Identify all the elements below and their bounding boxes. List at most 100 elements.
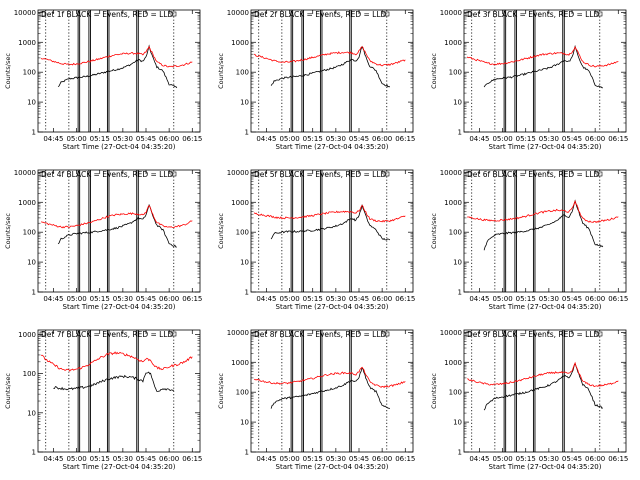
y-tick-label: 1 [32,129,36,137]
chart-panel-4: Det 4f BLACK = Events, RED = LLD11010010… [4,169,202,311]
chart-panel-3: Det 3f BLACK = Events, RED = LLD11010010… [430,9,628,151]
corner-box-left [465,171,472,177]
y-tick-label: 10000 [227,329,249,337]
x-tick-label: 06:15 [608,135,628,143]
corner-box-left [465,331,472,337]
chart-panel-1: Det 1f BLACK = Events, RED = LLD11010010… [4,9,202,151]
x-tick-label: 06:00 [159,455,179,463]
x-tick-label: 06:00 [372,135,392,143]
corner-box-right [596,11,603,17]
events-series-line [57,203,177,248]
corner-box-left [252,11,259,17]
x-tick-label: 05:15 [516,455,536,463]
y-tick-label: 1000 [18,199,36,207]
lld-series-line [253,366,406,389]
y-tick-label: 1 [458,129,462,137]
y-tick-label: 10 [240,259,249,267]
x-tick-label: 05:30 [113,295,133,303]
plot-frame [463,329,627,453]
y-tick-label: 10 [453,99,462,107]
y-tick-label: 100 [449,69,462,77]
y-tick-label: 1000 [231,359,249,367]
plot-frame [463,169,627,293]
corner-box-right [596,331,603,337]
y-tick-label: 1000 [231,199,249,207]
x-tick-label: 06:15 [608,295,628,303]
lld-series-line [467,361,619,387]
x-tick-label: 04:45 [256,455,276,463]
y-tick-label: 10 [453,419,462,427]
y-tick-label: 10 [27,259,36,267]
chart-panel-5: Det 5f BLACK = Events, RED = LLD11010010… [217,169,415,311]
x-tick-label: 05:15 [303,295,323,303]
x-tick-label: 06:15 [395,455,415,463]
x-tick-label: 05:00 [279,295,299,303]
x-tick-label: 04:45 [256,295,276,303]
corner-box-left [252,171,259,177]
x-tick-label: 05:15 [90,295,110,303]
events-series-line [53,371,174,392]
plot-frame [250,329,414,453]
x-tick-label: 06:15 [395,295,415,303]
y-tick-label: 10000 [14,9,36,17]
y-axis-label: Counts/sec [4,213,12,249]
corner-box-right [383,11,390,17]
x-tick-label: 06:00 [372,455,392,463]
corner-box-right [596,171,603,177]
corner-box-right [383,171,390,177]
corner-box-right [170,331,177,337]
x-axis-label: Start Time (27-Oct-04 04:35:20) [276,143,389,151]
y-axis-label: Counts/sec [217,53,225,89]
x-tick-label: 04:45 [469,135,489,143]
corner-box-left [252,331,259,337]
lld-series-line [253,46,406,67]
x-axis-label: Start Time (27-Oct-04 04:35:20) [276,303,389,311]
x-tick-label: 05:00 [492,455,512,463]
y-tick-label: 100 [236,69,249,77]
corner-box-right [170,11,177,17]
x-tick-label: 06:00 [585,295,605,303]
y-tick-label: 10000 [227,169,249,177]
x-tick-label: 06:15 [182,135,202,143]
x-tick-label: 05:15 [516,295,536,303]
chart-panel-7: Det 7f BLACK = Events, RED = LLD11010010… [4,329,202,471]
x-tick-label: 04:45 [43,135,63,143]
y-tick-label: 1000 [444,199,462,207]
events-series-line [270,204,391,241]
chart-panel-9: Det 9f BLACK = Events, RED = LLD11010010… [430,329,628,471]
x-tick-label: 05:00 [279,135,299,143]
y-tick-label: 1 [458,289,462,297]
x-tick-label: 06:00 [372,295,392,303]
lld-series-line [41,351,193,372]
chart-panel-8: Det 8f BLACK = Events, RED = LLD11010010… [217,329,415,471]
y-tick-label: 1000 [444,359,462,367]
x-tick-label: 05:45 [349,135,369,143]
y-tick-label: 100 [23,69,36,77]
x-tick-label: 04:45 [43,295,63,303]
chart-panel-2: Det 2f BLACK = Events, RED = LLD11010010… [217,9,415,151]
x-tick-label: 05:45 [349,295,369,303]
y-tick-label: 1 [245,129,249,137]
x-tick-label: 05:30 [539,295,559,303]
x-tick-label: 06:00 [585,455,605,463]
x-axis-label: Start Time (27-Oct-04 04:35:20) [276,463,389,471]
y-tick-label: 1 [32,289,36,297]
plot-frame [37,9,201,133]
y-axis-label: Counts/sec [430,53,438,89]
x-axis-label: Start Time (27-Oct-04 04:35:20) [489,303,602,311]
x-tick-label: 05:30 [539,455,559,463]
x-tick-label: 05:45 [136,135,156,143]
y-tick-label: 1000 [18,331,36,339]
y-tick-label: 10000 [14,169,36,177]
y-tick-label: 1 [245,449,249,457]
y-axis-label: Counts/sec [4,53,12,89]
x-tick-label: 05:45 [136,295,156,303]
x-tick-label: 04:45 [469,455,489,463]
y-tick-label: 1000 [444,39,462,47]
x-tick-label: 05:45 [562,455,582,463]
x-tick-label: 05:15 [90,455,110,463]
plot-frame [37,329,201,453]
plot-frame [463,9,627,133]
y-tick-label: 100 [236,229,249,237]
